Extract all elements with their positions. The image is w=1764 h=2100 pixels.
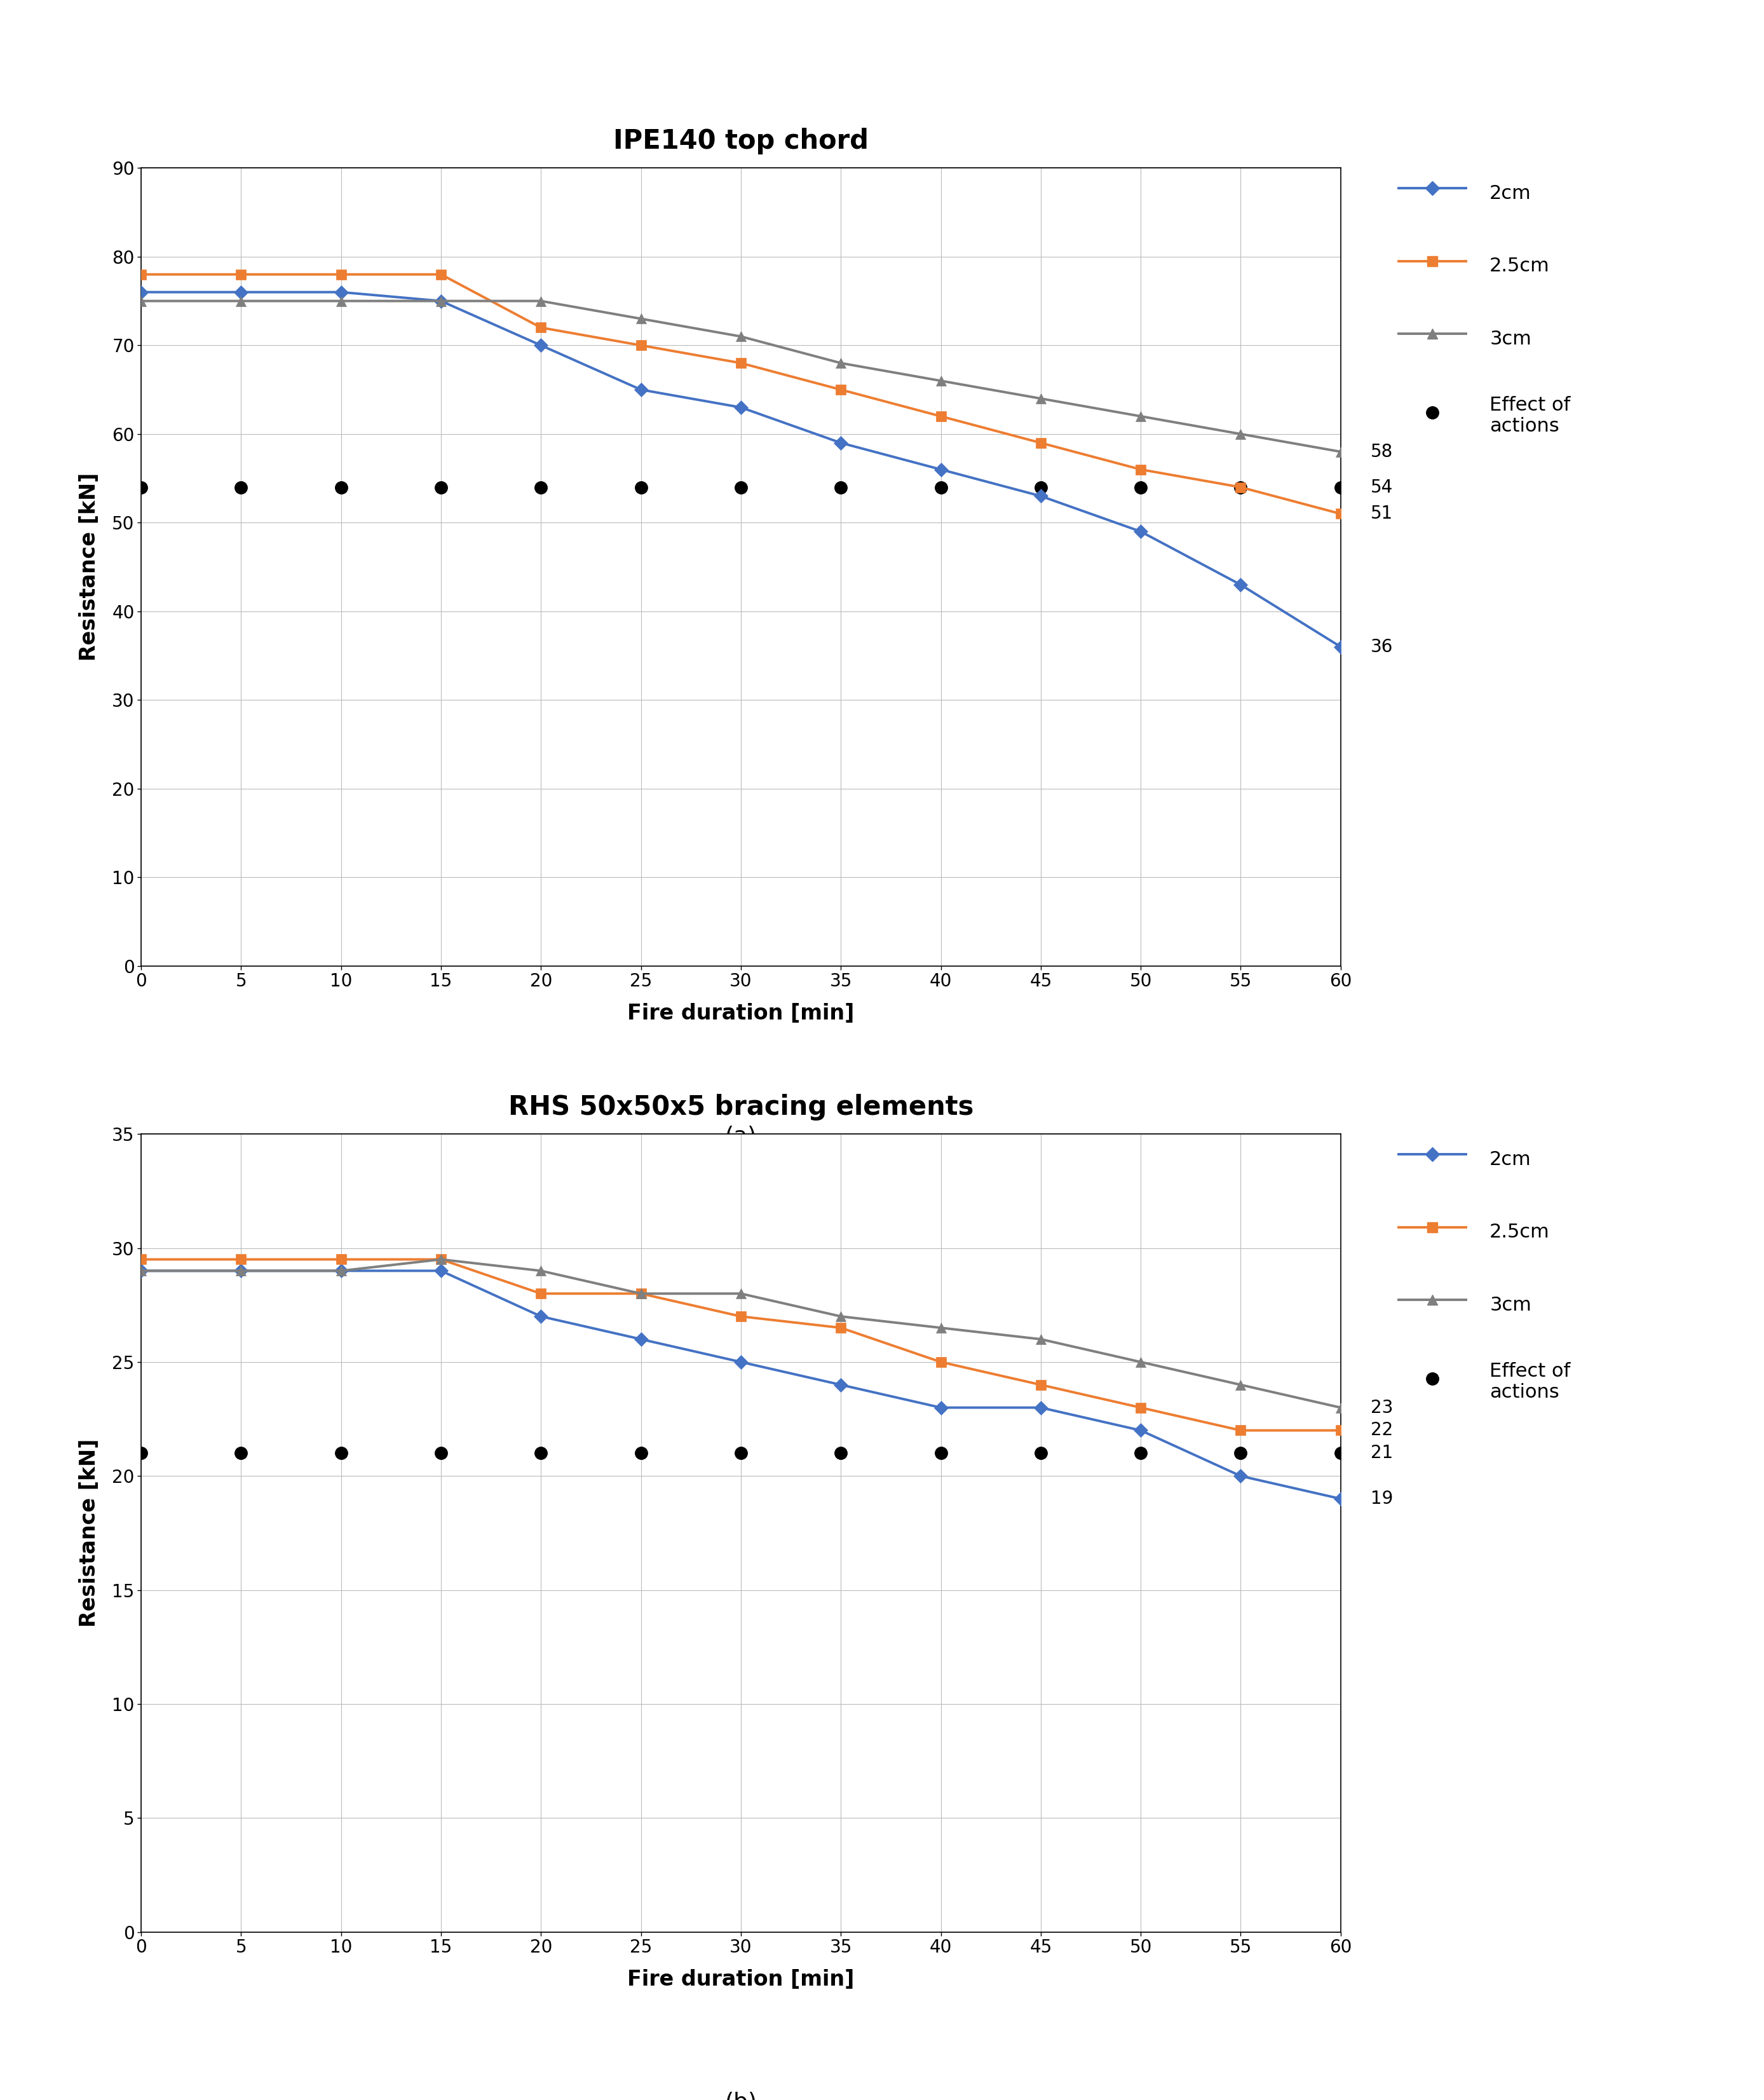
Y-axis label: Resistance [kN]: Resistance [kN] [79, 472, 99, 662]
Text: 51: 51 [1371, 504, 1394, 523]
X-axis label: Fire duration [min]: Fire duration [min] [628, 1970, 854, 1991]
Legend: 2cm, 2.5cm, 3cm, Effect of
actions: 2cm, 2.5cm, 3cm, Effect of actions [1399, 178, 1570, 435]
Text: 54: 54 [1371, 479, 1394, 496]
Text: 23: 23 [1371, 1399, 1394, 1417]
Text: 58: 58 [1371, 443, 1394, 460]
Title: RHS 50x50x5 bracing elements: RHS 50x50x5 bracing elements [508, 1094, 974, 1119]
Text: (b): (b) [725, 2092, 757, 2100]
Text: (a): (a) [725, 1126, 757, 1147]
Title: IPE140 top chord: IPE140 top chord [614, 128, 868, 153]
Text: 22: 22 [1371, 1422, 1394, 1438]
Text: 21: 21 [1371, 1445, 1394, 1462]
X-axis label: Fire duration [min]: Fire duration [min] [628, 1004, 854, 1025]
Y-axis label: Resistance [kN]: Resistance [kN] [79, 1438, 99, 1628]
Legend: 2cm, 2.5cm, 3cm, Effect of
actions: 2cm, 2.5cm, 3cm, Effect of actions [1399, 1144, 1570, 1401]
Text: 19: 19 [1371, 1489, 1394, 1508]
Text: 36: 36 [1371, 638, 1394, 655]
